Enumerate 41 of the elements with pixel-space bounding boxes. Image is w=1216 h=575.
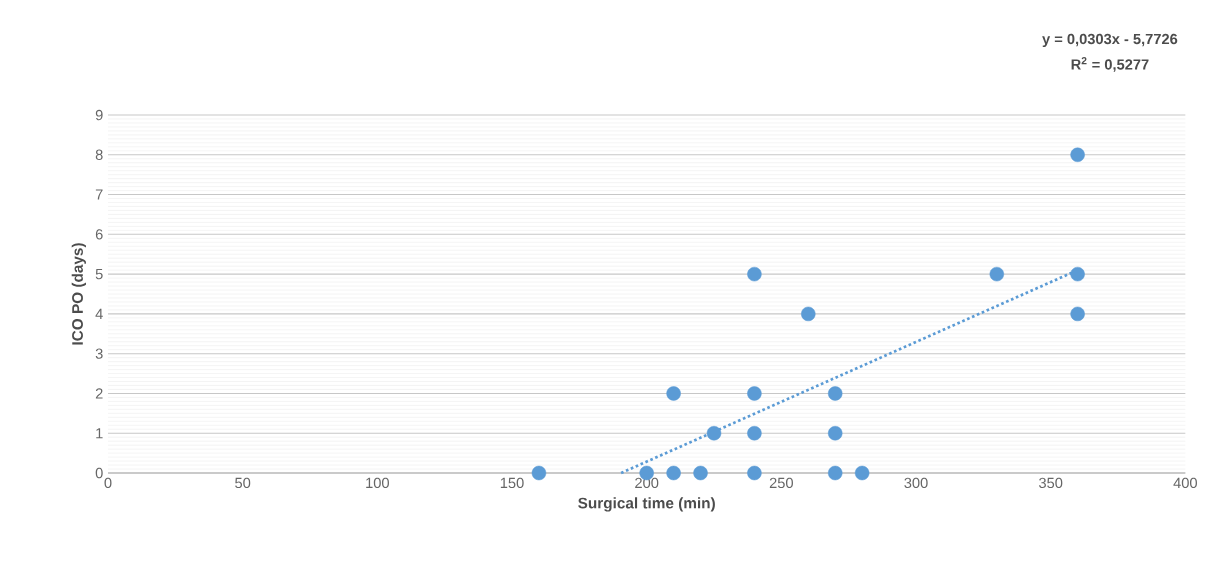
x-tick-label: 350 — [1039, 477, 1063, 489]
text: y = 0,0303x - 5,7726 — [1042, 33, 1178, 48]
y-tick-label: 3 — [95, 348, 103, 359]
point — [666, 465, 681, 481]
point — [666, 386, 681, 401]
x-tick-label: 300 — [904, 477, 928, 489]
y-tick-label: 8 — [95, 149, 103, 160]
x-tick-label: 50 — [235, 477, 251, 489]
point — [1070, 266, 1085, 282]
y-tick-label: 9 — [95, 109, 103, 121]
point — [828, 465, 843, 481]
text: R$^{2}$ = 0,5277 — [1071, 57, 1149, 72]
x-tick-label: 200 — [635, 477, 659, 489]
point — [1070, 306, 1085, 322]
y-tick-label: 0 — [95, 467, 103, 479]
point — [706, 426, 722, 441]
point — [693, 465, 708, 481]
point — [828, 426, 843, 441]
y-tick-label: 5 — [95, 269, 103, 280]
y-tick-label: 7 — [95, 189, 103, 200]
y-tick-label: 2 — [95, 388, 103, 399]
y-axis-title: ICO PO (days) — [71, 243, 86, 345]
point — [531, 465, 547, 481]
point — [747, 386, 762, 401]
y-tick-label: 6 — [95, 229, 103, 240]
x-tick-label: 100 — [366, 477, 389, 489]
point — [828, 386, 843, 401]
x-tick-label: 150 — [500, 477, 524, 489]
y-tick-label: 4 — [95, 308, 103, 319]
point — [1070, 147, 1085, 162]
point — [854, 465, 870, 481]
x-tick-label: 0 — [104, 477, 112, 489]
y-tick-label: 1 — [96, 428, 103, 439]
point — [747, 426, 762, 441]
x-tick-label: 400 — [1173, 477, 1197, 489]
x-tick-label: 250 — [769, 477, 793, 489]
point — [747, 266, 762, 282]
point — [747, 465, 762, 481]
x-axis-title: Surgical time (min) — [578, 497, 715, 512]
point — [989, 266, 1005, 282]
point — [801, 306, 816, 322]
